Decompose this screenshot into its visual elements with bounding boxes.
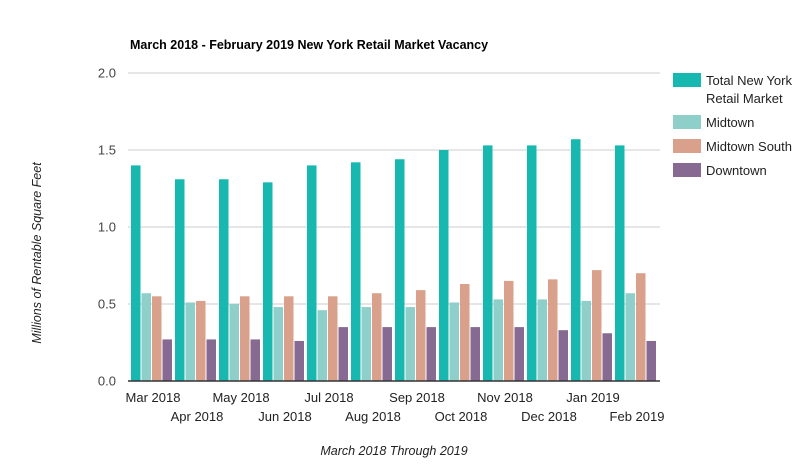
bar-midtown-south (416, 290, 426, 381)
bar-downtown (646, 340, 656, 381)
legend-label: Total New York (706, 73, 792, 88)
legend-swatch (673, 115, 701, 129)
bar-midtown (229, 304, 239, 381)
bar-total-new-york-retail-market (263, 182, 273, 381)
bar-total-new-york-retail-market (439, 150, 449, 381)
bar-midtown (317, 310, 327, 381)
bar-midtown-south (328, 296, 338, 381)
x-tick-label: Jun 2018 (258, 409, 312, 424)
y-tick-label: 0.0 (98, 374, 116, 389)
bar-midtown-south (284, 296, 294, 381)
bar-midtown-south (460, 283, 470, 381)
bar-midtown-south (548, 279, 558, 381)
x-tick-label: Aug 2018 (345, 409, 401, 424)
bar-midtown-south (504, 280, 514, 381)
legend-item[interactable]: Total New York Retail Market (673, 73, 792, 106)
bar-downtown (162, 339, 172, 381)
x-tick-label: Nov 2018 (477, 390, 533, 405)
y-tick-label: 0.5 (98, 297, 116, 312)
bar-downtown (514, 327, 524, 381)
bar-midtown (537, 299, 547, 381)
legend-swatch (673, 139, 701, 153)
bar-downtown (602, 333, 612, 381)
chart-title: March 2018 - February 2019 New York Reta… (130, 38, 488, 52)
bar-total-new-york-retail-market (571, 139, 581, 381)
bar-downtown (382, 327, 392, 381)
legend-item[interactable]: Downtown (673, 163, 767, 178)
legend-label: Midtown South (706, 139, 792, 154)
bar-downtown (558, 330, 568, 381)
x-tick-label: Dec 2018 (521, 409, 577, 424)
bar-midtown (493, 299, 503, 381)
x-tick-label: Sep 2018 (389, 390, 445, 405)
y-axis-label: Millions of Rentable Square Feet (30, 162, 44, 344)
bar-midtown-south (240, 296, 250, 381)
bar-total-new-york-retail-market (395, 159, 405, 381)
x-tick-label: Jan 2019 (566, 390, 620, 405)
bar-total-new-york-retail-market (307, 165, 317, 381)
y-tick-label: 1.0 (98, 220, 116, 235)
bar-midtown (185, 302, 195, 381)
bar-total-new-york-retail-market (219, 179, 229, 381)
bar-downtown (294, 340, 304, 381)
bar-midtown-south (372, 293, 382, 381)
bar-total-new-york-retail-market (615, 145, 625, 381)
bar-midtown-south (196, 300, 206, 381)
x-tick-label: Oct 2018 (435, 409, 488, 424)
legend-label: Downtown (706, 163, 767, 178)
bar-downtown (426, 327, 436, 381)
y-tick-label: 2.0 (98, 66, 116, 81)
bar-total-new-york-retail-market (483, 145, 493, 381)
bar-midtown (625, 293, 635, 381)
bar-midtown-south (636, 273, 646, 381)
bar-midtown (449, 302, 459, 381)
bar-total-new-york-retail-market (175, 179, 185, 381)
y-tick-label: 1.5 (98, 143, 116, 158)
x-tick-label: Feb 2019 (610, 409, 665, 424)
bar-midtown (405, 307, 415, 381)
legend-swatch (673, 163, 701, 177)
bar-midtown (581, 300, 591, 381)
bar-midtown (361, 307, 371, 381)
bar-midtown-south (592, 270, 602, 381)
bar-total-new-york-retail-market (131, 165, 141, 381)
x-tick-label: Jul 2018 (304, 390, 353, 405)
x-tick-label: May 2018 (212, 390, 269, 405)
legend-item[interactable]: Midtown (673, 115, 754, 130)
bar-midtown (273, 307, 283, 381)
bar-downtown (250, 339, 260, 381)
bar-total-new-york-retail-market (351, 162, 361, 381)
bar-downtown (338, 327, 348, 381)
bar-downtown (470, 327, 480, 381)
x-axis-label: March 2018 Through 2019 (320, 444, 467, 458)
bar-midtown (141, 293, 151, 381)
bar-total-new-york-retail-market (527, 145, 537, 381)
legend-item[interactable]: Midtown South (673, 139, 792, 154)
x-tick-label: Apr 2018 (171, 409, 224, 424)
legend-label: Retail Market (706, 91, 783, 106)
x-tick-label: Mar 2018 (126, 390, 181, 405)
legend-swatch (673, 73, 701, 87)
bar-downtown (206, 339, 216, 381)
bar-midtown-south (152, 296, 162, 381)
legend-label: Midtown (706, 115, 754, 130)
